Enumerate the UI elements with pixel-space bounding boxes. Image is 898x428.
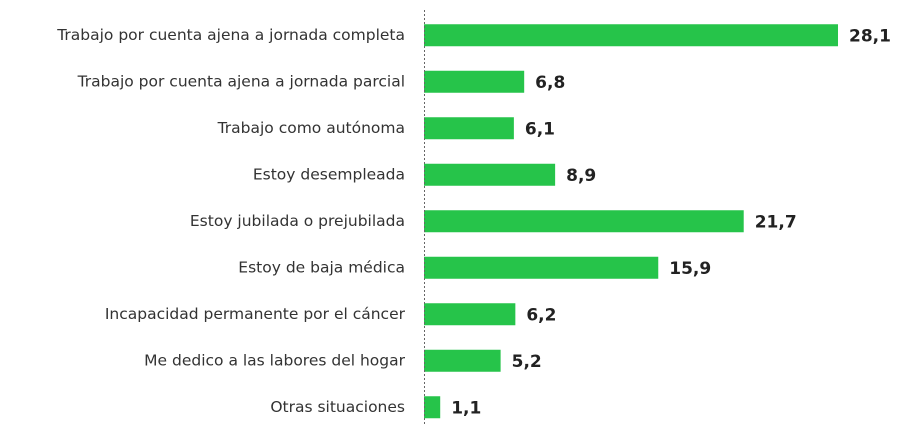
value-label: 6,2 — [526, 305, 556, 325]
bar — [424, 303, 516, 326]
value-label: 1,1 — [451, 398, 481, 418]
value-label: 6,8 — [535, 73, 565, 93]
category-label: Estoy de baja médica — [238, 258, 405, 276]
category-label: Estoy jubilada o prejubilada — [190, 212, 405, 230]
bar — [424, 210, 744, 233]
category-label: Incapacidad permanente por el cáncer — [105, 305, 406, 323]
value-label: 21,7 — [755, 212, 797, 232]
value-label: 5,2 — [512, 352, 542, 372]
category-label: Trabajo por cuenta ajena a jornada compl… — [56, 26, 405, 44]
category-label: Estoy desempleada — [253, 165, 405, 183]
bar — [424, 396, 441, 419]
bar — [424, 70, 525, 93]
value-label: 6,1 — [525, 119, 555, 139]
bar — [424, 117, 514, 140]
value-label: 28,1 — [849, 26, 891, 46]
bar — [424, 349, 501, 372]
category-label: Trabajo como autónoma — [217, 119, 405, 137]
value-label: 15,9 — [669, 259, 711, 279]
category-label: Me dedico a las labores del hogar — [144, 351, 405, 369]
bar — [424, 256, 659, 279]
bar — [424, 24, 839, 47]
bar — [424, 163, 556, 186]
value-label: 8,9 — [566, 166, 596, 186]
category-label: Otras situaciones — [270, 398, 405, 416]
category-label: Trabajo por cuenta ajena a jornada parci… — [77, 72, 405, 90]
